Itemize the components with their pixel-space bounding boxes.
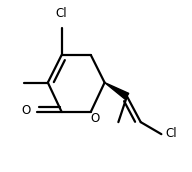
Text: Cl: Cl [56,7,67,20]
Text: O: O [21,104,31,117]
Polygon shape [105,83,129,99]
Text: O: O [90,112,100,125]
Text: Cl: Cl [166,127,177,140]
